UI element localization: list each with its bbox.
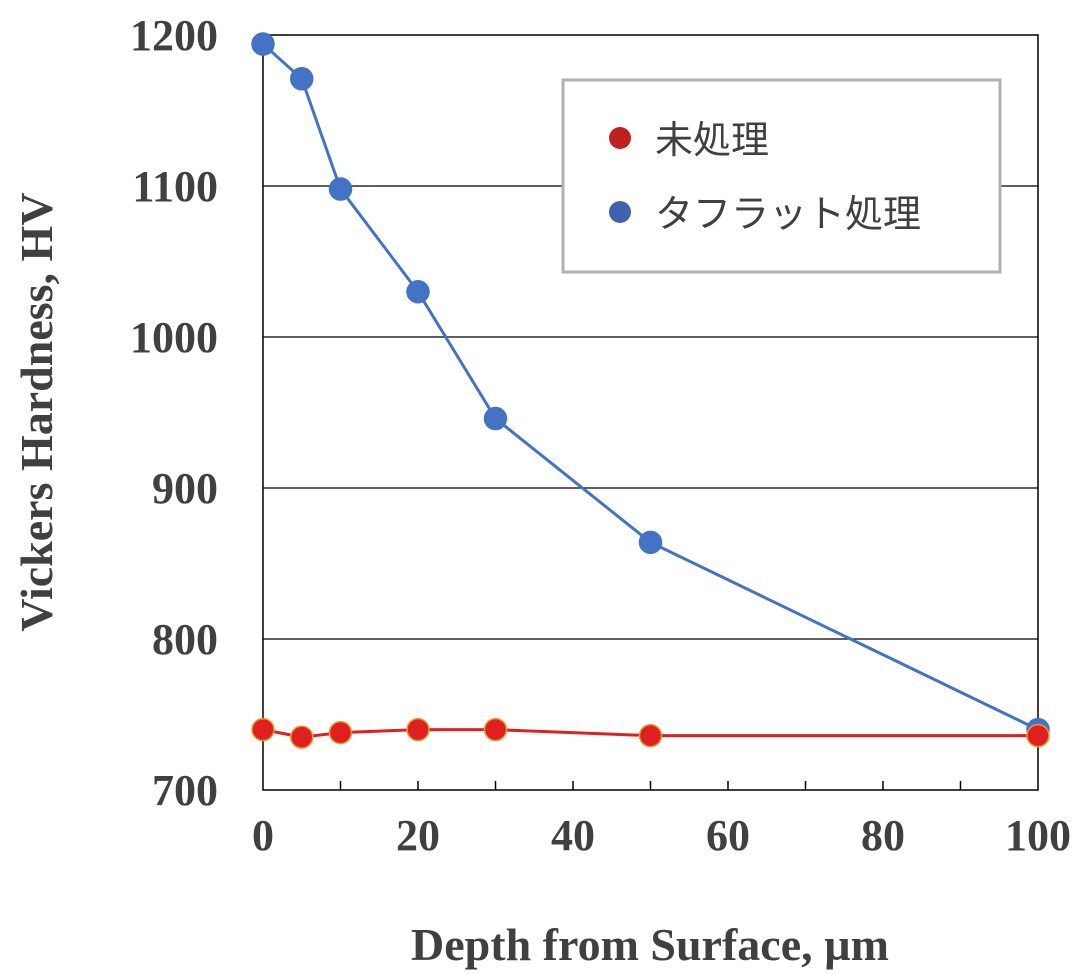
x-tick-label: 80 [861, 811, 905, 860]
legend-marker-tufftride [609, 201, 631, 223]
data-point-series-0 [483, 717, 508, 742]
series-points [251, 32, 1050, 749]
legend-marker-untreated [609, 127, 631, 149]
data-point-series-1 [406, 279, 430, 304]
legend-label-untreated: 未処理 [655, 118, 769, 162]
data-point-series-1 [290, 67, 314, 91]
x-tick-label: 100 [1005, 811, 1071, 860]
axis-ticks [339, 781, 962, 790]
y-tick-label: 1000 [130, 313, 218, 362]
data-point-series-0 [290, 725, 314, 749]
data-point-series-0 [251, 717, 275, 742]
x-axis-tick-labels: 0 20 40 60 80 100 [252, 811, 1071, 860]
data-point-series-1 [483, 406, 508, 431]
x-tick-label: 20 [396, 811, 440, 860]
legend-box [561, 78, 1002, 274]
y-tick-label: 1200 [130, 11, 218, 60]
x-axis-title: Depth from Surface, µm [411, 919, 889, 970]
legend-label-tufftride: タフラット処理 [655, 192, 921, 236]
x-tick-label: 60 [706, 811, 750, 860]
y-tick-label: 800 [152, 615, 218, 664]
data-point-series-1 [328, 177, 353, 201]
data-point-series-0 [638, 723, 663, 748]
y-axis-title: Vickers Hardness, HV [11, 192, 62, 631]
y-axis-tick-labels: 700 800 900 1000 1100 1200 [130, 11, 218, 815]
y-tick-label: 900 [152, 464, 218, 513]
data-point-series-0 [328, 720, 353, 745]
data-point-series-1 [638, 530, 663, 555]
y-tick-label: 1100 [132, 162, 218, 211]
x-tick-label: 0 [252, 811, 274, 860]
x-tick-label: 40 [551, 811, 595, 860]
data-point-series-0 [1026, 723, 1050, 748]
legend: 未処理 タフラット処理 [561, 78, 1002, 274]
y-tick-label: 700 [152, 766, 218, 815]
data-point-series-0 [406, 717, 430, 742]
data-point-series-1 [251, 32, 275, 56]
